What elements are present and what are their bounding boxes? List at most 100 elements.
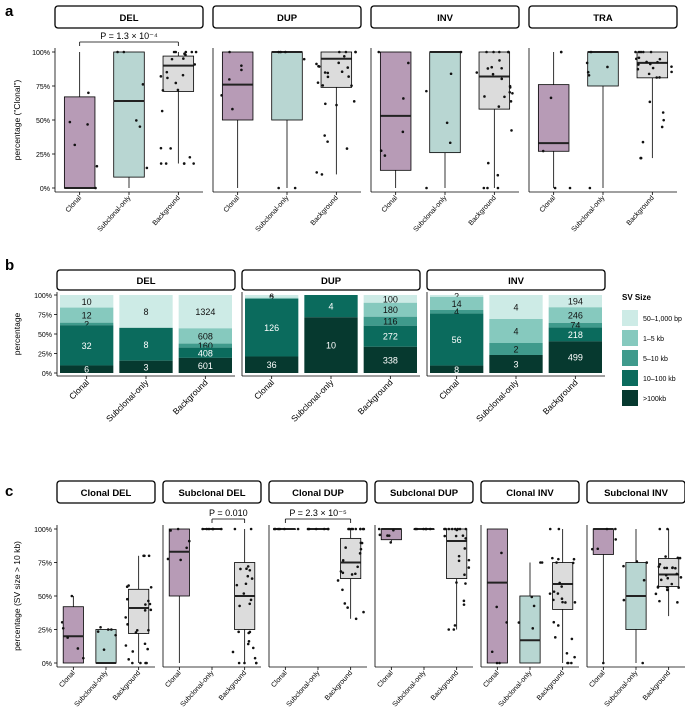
- data-point: [125, 597, 129, 601]
- y-tick-label: 75%: [38, 561, 52, 568]
- data-point: [553, 186, 557, 190]
- data-point: [498, 59, 501, 62]
- data-point: [511, 91, 514, 95]
- box-body: [429, 51, 461, 154]
- data-point: [354, 617, 358, 621]
- x-tick-label: Background: [356, 377, 395, 416]
- x-tick-label: Clonal: [270, 669, 289, 689]
- x-tick-label: Background: [626, 195, 656, 228]
- x-tick-label: Clonal: [67, 377, 91, 401]
- data-point: [138, 125, 142, 128]
- x-tick-label: Background: [468, 195, 498, 228]
- data-point: [639, 50, 643, 54]
- x-tick-label: Clonal: [482, 669, 501, 689]
- data-point: [459, 50, 463, 54]
- data-point: [448, 141, 452, 145]
- data-point: [663, 566, 666, 570]
- data-point: [139, 661, 142, 665]
- data-point: [124, 616, 127, 619]
- data-point: [498, 661, 501, 665]
- data-point: [485, 50, 488, 54]
- data-point: [454, 534, 458, 538]
- segment-count-label: 6: [269, 292, 274, 302]
- data-point: [347, 75, 350, 78]
- data-point: [570, 637, 574, 641]
- facet-title: Subclonal DUP: [390, 488, 459, 499]
- data-point: [146, 647, 149, 651]
- x-tick-label: Clonal: [539, 194, 558, 214]
- legend-label: 5–10 kb: [643, 356, 668, 363]
- stack-segment: [245, 356, 299, 373]
- data-point: [588, 186, 592, 190]
- data-point: [316, 81, 320, 84]
- data-point: [205, 527, 209, 531]
- stack-segment: [548, 322, 602, 328]
- data-point: [665, 588, 669, 592]
- data-point: [254, 661, 258, 665]
- box-body: [113, 51, 145, 178]
- data-point: [161, 88, 165, 92]
- stack-segment: [489, 319, 543, 343]
- segment-count-label: 608: [198, 331, 213, 341]
- data-point: [401, 130, 405, 134]
- data-point: [539, 561, 542, 564]
- segment-count-label: 10: [326, 341, 336, 351]
- data-point: [354, 572, 357, 576]
- data-point: [181, 73, 185, 77]
- data-point: [507, 50, 510, 54]
- x-tick-label: Subclonal-only: [498, 669, 534, 708]
- data-point: [589, 50, 593, 54]
- data-point: [503, 95, 506, 99]
- data-point: [228, 50, 231, 54]
- data-point: [131, 650, 135, 653]
- data-point: [386, 534, 389, 537]
- x-tick-label: Clonal: [58, 669, 77, 689]
- data-point: [176, 88, 180, 92]
- data-point: [679, 576, 683, 579]
- data-point: [160, 109, 164, 113]
- stack-segment: [363, 302, 417, 317]
- data-point: [670, 582, 674, 586]
- data-point: [495, 661, 499, 665]
- segment-count-label: 218: [568, 330, 583, 340]
- data-point: [565, 651, 569, 655]
- y-tick-label: 0%: [42, 371, 52, 378]
- data-point: [94, 186, 97, 190]
- data-point: [277, 186, 280, 190]
- data-point: [145, 661, 148, 665]
- data-point: [614, 527, 617, 531]
- data-point: [606, 65, 609, 69]
- data-point: [231, 107, 234, 111]
- data-point: [182, 162, 186, 165]
- data-point: [392, 528, 395, 532]
- data-point: [172, 50, 176, 54]
- x-tick-label: Background: [642, 670, 672, 703]
- data-point: [147, 628, 150, 632]
- stack-segment: [119, 327, 173, 361]
- segment-count-label: 8: [454, 365, 459, 375]
- data-point: [505, 621, 508, 624]
- facet-strip: [586, 480, 685, 504]
- facet-title: DEL: [120, 13, 139, 24]
- data-point: [651, 66, 655, 70]
- facet-strip: [54, 5, 204, 29]
- x-tick-label: Background: [324, 670, 354, 703]
- data-point: [637, 50, 641, 54]
- data-point: [362, 610, 365, 614]
- data-point: [127, 658, 130, 661]
- data-point: [201, 527, 204, 531]
- x-tick-label: Subclonal-only: [104, 377, 151, 424]
- data-point: [169, 529, 172, 532]
- data-point: [164, 162, 168, 165]
- facet-title: DUP: [321, 276, 342, 287]
- panel-label-b: b: [5, 257, 14, 274]
- data-point: [531, 627, 535, 630]
- stack-segment: [548, 341, 602, 373]
- facet-strip: [374, 480, 474, 504]
- stack-segment: [60, 365, 114, 373]
- data-point: [296, 527, 300, 531]
- stack-segment: [60, 307, 114, 323]
- data-point: [556, 624, 560, 627]
- data-point: [284, 50, 287, 54]
- data-point: [639, 156, 643, 160]
